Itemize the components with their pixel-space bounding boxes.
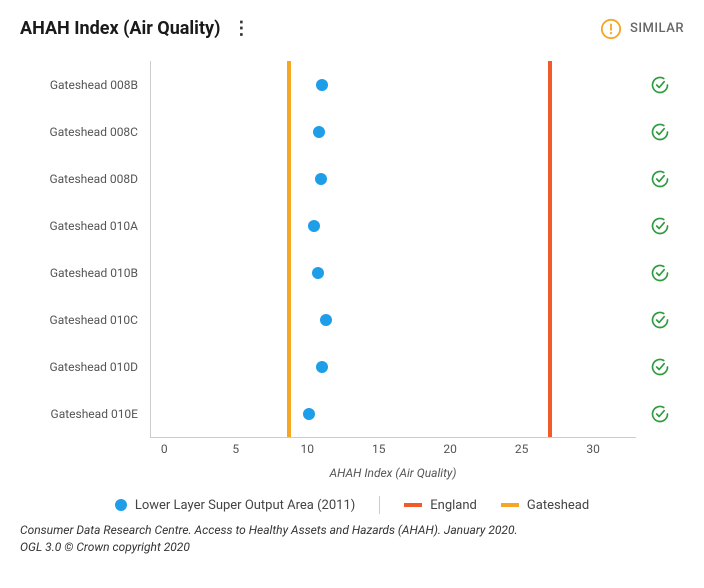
x-tick: 0 bbox=[161, 442, 168, 456]
alert-icon bbox=[600, 18, 622, 40]
chart-row: Gateshead 008B bbox=[20, 61, 684, 108]
data-point[interactable] bbox=[312, 267, 324, 279]
data-point[interactable] bbox=[308, 220, 320, 232]
y-axis-label: Gateshead 010E bbox=[20, 407, 150, 421]
similar-button[interactable]: SIMILAR bbox=[600, 18, 684, 40]
x-tick: 20 bbox=[443, 442, 457, 456]
status-check-icon bbox=[636, 404, 684, 424]
data-point[interactable] bbox=[320, 314, 332, 326]
legend-series-label: Lower Layer Super Output Area (2011) bbox=[135, 498, 355, 513]
plot-rows: Gateshead 008B Gateshead 008C Gateshead 00… bbox=[20, 61, 684, 437]
y-axis-label: Gateshead 008D bbox=[20, 172, 150, 186]
plot-cell bbox=[150, 61, 636, 108]
chart-row: Gateshead 008D bbox=[20, 155, 684, 202]
y-axis-label: Gateshead 010A bbox=[20, 219, 150, 233]
plot-cell bbox=[150, 343, 636, 390]
data-point[interactable] bbox=[315, 173, 327, 185]
more-menu-icon[interactable]: ⋮ bbox=[228, 16, 254, 41]
status-check-icon bbox=[636, 75, 684, 95]
status-check-icon bbox=[636, 263, 684, 283]
chart-row: Gateshead 010E bbox=[20, 390, 684, 437]
status-check-icon bbox=[636, 357, 684, 377]
status-check-icon bbox=[636, 216, 684, 236]
legend-england-label: England bbox=[430, 498, 477, 513]
chart-row: Gateshead 010C bbox=[20, 296, 684, 343]
status-check-icon bbox=[636, 122, 684, 142]
y-axis-label: Gateshead 010C bbox=[20, 313, 150, 327]
data-point[interactable] bbox=[303, 408, 315, 420]
data-point[interactable] bbox=[316, 361, 328, 373]
footer-source: Consumer Data Research Centre. Access to… bbox=[20, 522, 684, 539]
chart-row: Gateshead 010A bbox=[20, 202, 684, 249]
plot-cell bbox=[150, 202, 636, 249]
data-point[interactable] bbox=[313, 126, 325, 138]
x-axis-ticks: 0 5 10 15 20 25 30 bbox=[150, 438, 636, 458]
similar-label: SIMILAR bbox=[630, 21, 684, 36]
legend: Lower Layer Super Output Area (2011) Eng… bbox=[20, 496, 684, 514]
legend-dot-icon bbox=[115, 499, 127, 511]
data-point[interactable] bbox=[316, 79, 328, 91]
chart-row: Gateshead 010D bbox=[20, 343, 684, 390]
footer-license: OGL 3.0 © Crown copyright 2020 bbox=[20, 539, 684, 556]
plot-cell bbox=[150, 249, 636, 296]
y-axis-label: Gateshead 010D bbox=[20, 360, 150, 374]
x-tick: 15 bbox=[372, 442, 386, 456]
legend-gateshead-label: Gateshead bbox=[527, 498, 589, 513]
title-group: AHAH Index (Air Quality) ⋮ bbox=[20, 16, 254, 41]
legend-series: Lower Layer Super Output Area (2011) bbox=[115, 498, 355, 513]
plot-cell bbox=[150, 108, 636, 155]
x-tick: 10 bbox=[300, 442, 314, 456]
y-axis-label: Gateshead 008C bbox=[20, 125, 150, 139]
status-check-icon bbox=[636, 310, 684, 330]
x-axis-label: AHAH Index (Air Quality) bbox=[150, 466, 636, 480]
legend-line-icon bbox=[404, 503, 422, 507]
chart-row: Gateshead 008C bbox=[20, 108, 684, 155]
x-tick: 25 bbox=[515, 442, 529, 456]
chart-row: Gateshead 010B bbox=[20, 249, 684, 296]
chart-title: AHAH Index (Air Quality) bbox=[20, 18, 220, 39]
x-tick: 30 bbox=[586, 442, 600, 456]
header: AHAH Index (Air Quality) ⋮ SIMILAR bbox=[20, 16, 684, 41]
chart: Gateshead 008B Gateshead 008C Gateshead 00… bbox=[20, 61, 684, 480]
plot-cell bbox=[150, 155, 636, 202]
footer: Consumer Data Research Centre. Access to… bbox=[20, 522, 684, 556]
status-check-icon bbox=[636, 169, 684, 189]
plot-cell bbox=[150, 296, 636, 343]
legend-separator bbox=[379, 496, 380, 514]
x-tick: 5 bbox=[232, 442, 239, 456]
plot-cell bbox=[150, 390, 636, 437]
legend-line-icon bbox=[501, 503, 519, 507]
y-axis-label: Gateshead 008B bbox=[20, 78, 150, 92]
y-axis-label: Gateshead 010B bbox=[20, 266, 150, 280]
legend-england: England bbox=[404, 498, 477, 513]
legend-gateshead: Gateshead bbox=[501, 498, 589, 513]
